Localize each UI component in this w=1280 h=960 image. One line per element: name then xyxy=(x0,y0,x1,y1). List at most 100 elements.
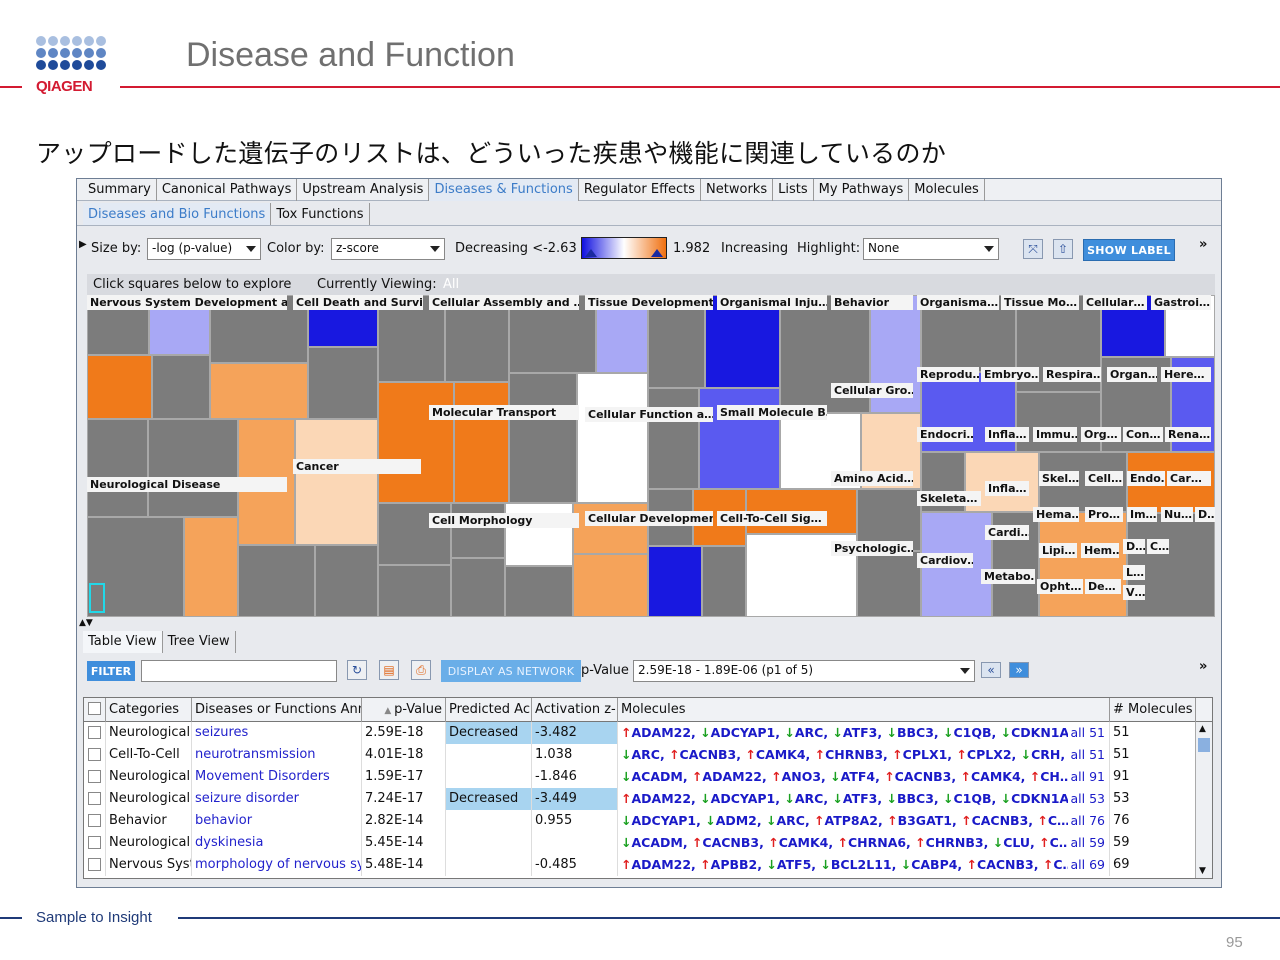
tab-diseases-functions[interactable]: Diseases & Functions xyxy=(429,179,579,201)
treemap-category-label[interactable]: Molecular Transport xyxy=(429,405,579,420)
treemap-category-label[interactable]: Con… xyxy=(1123,427,1163,442)
treemap-category-label[interactable]: Opht… xyxy=(1037,579,1083,594)
all-molecules-link[interactable]: all 53 xyxy=(1067,791,1105,806)
tab-tox-functions[interactable]: Tox Functions xyxy=(271,203,370,225)
cell-function-text[interactable]: morphology of nervous sy xyxy=(195,857,362,872)
treemap-category-label[interactable]: Pro… xyxy=(1085,507,1123,522)
molecule-list[interactable]: ↑ADAM22, ↓ADCYAP1, ↓ARC, ↓ATF3, ↓BBC3, ↓… xyxy=(621,725,1070,740)
treemap-tile[interactable] xyxy=(185,518,237,616)
treemap-tile[interactable] xyxy=(296,420,377,544)
treemap-category-label[interactable]: Neurological Disease xyxy=(87,477,287,492)
table-row[interactable]: Neurological seizures 2.59E-18 Decreased -3.… xyxy=(84,722,1196,744)
next-page-button[interactable]: » xyxy=(1009,662,1029,678)
treemap-category-label[interactable]: Cellular… xyxy=(1083,295,1147,310)
treemap-category-label[interactable]: L… xyxy=(1123,565,1145,580)
treemap-category-label[interactable]: Respira… xyxy=(1043,367,1101,382)
treemap-tile[interactable] xyxy=(88,420,147,516)
treemap-tile[interactable] xyxy=(703,547,745,616)
treemap-category-label[interactable]: Organismal Inju… xyxy=(717,295,827,310)
tab-tree-view[interactable]: Tree View xyxy=(163,631,236,653)
treemap-category-label[interactable]: Endocri… xyxy=(917,427,973,442)
treemap-category-label[interactable]: Org… xyxy=(1081,427,1121,442)
treemap-category-label[interactable]: Cardiov… xyxy=(917,553,973,568)
row-checkbox[interactable] xyxy=(88,858,101,871)
filter-input[interactable] xyxy=(141,660,337,682)
cell-function[interactable]: Movement Disorders xyxy=(192,766,362,788)
treemap-category-label[interactable]: Hema… xyxy=(1033,507,1079,522)
molecule-list[interactable]: ↓ACADM, ↑CACNB3, ↑CAMK4, ↑CHRNA6, ↑CHRNB… xyxy=(621,835,1072,850)
table-scrollbar[interactable]: ▲ ▼ xyxy=(1195,722,1212,878)
treemap-category-label[interactable]: Cell… xyxy=(1085,471,1123,486)
treemap-category-label[interactable]: Small Molecule B… xyxy=(717,405,827,420)
select-all-checkbox[interactable] xyxy=(88,702,101,715)
more-icon[interactable]: » xyxy=(1199,659,1208,674)
tab-regulator-effects[interactable]: Regulator Effects xyxy=(579,179,702,201)
cell-function[interactable]: morphology of nervous sy xyxy=(192,854,362,876)
fit-view-icon[interactable]: ⤧ xyxy=(1023,239,1043,259)
treemap-category-label[interactable]: Infla… xyxy=(985,427,1029,442)
header-function[interactable]: Diseases or Functions Ann xyxy=(192,698,362,722)
treemap-tile[interactable] xyxy=(379,566,450,616)
treemap-category-label[interactable]: Rena… xyxy=(1165,427,1211,442)
row-checkbox[interactable] xyxy=(88,726,101,739)
molecule-list[interactable]: ↓ARC, ↑CACNB3, ↑CAMK4, ↑CHRNB3, ↑CPLX1, … xyxy=(621,747,1092,762)
row-checkbox[interactable] xyxy=(88,836,101,849)
treemap-tile[interactable] xyxy=(700,389,779,488)
treemap-tile[interactable] xyxy=(455,383,508,502)
cell-function-text[interactable]: neurotransmission xyxy=(195,747,316,762)
treemap-tile[interactable] xyxy=(858,552,920,616)
disease-function-treemap[interactable]: Nervous System Development a… Cell Death … xyxy=(87,295,1215,617)
cell-function-text[interactable]: seizure disorder xyxy=(195,791,299,806)
treemap-tile[interactable] xyxy=(1040,513,1126,616)
treemap-tile[interactable] xyxy=(239,546,314,616)
header-zscore[interactable]: Activation z- xyxy=(532,698,618,722)
cell-function-text[interactable]: Movement Disorders xyxy=(195,769,330,784)
tab-networks[interactable]: Networks xyxy=(701,179,774,201)
treemap-tile[interactable] xyxy=(316,546,377,616)
treemap-tile[interactable] xyxy=(510,374,576,502)
treemap-category-label[interactable]: Here… xyxy=(1161,367,1211,382)
treemap-tile[interactable] xyxy=(446,296,508,381)
treemap-category-label[interactable]: Nervous System Development a… xyxy=(87,295,287,310)
tab-canonical-pathways[interactable]: Canonical Pathways xyxy=(157,179,298,201)
treemap-category-label[interactable]: Behavior xyxy=(831,295,913,310)
filter-button[interactable]: FILTER xyxy=(87,661,135,681)
table-row[interactable]: Neurological seizure disorder 7.24E-17 Decr… xyxy=(84,788,1196,810)
row-checkbox[interactable] xyxy=(88,748,101,761)
treemap-tile[interactable] xyxy=(379,296,444,381)
cell-function[interactable]: dyskinesia xyxy=(192,832,362,854)
treemap-tile[interactable] xyxy=(649,547,701,616)
treemap-category-label[interactable]: D… xyxy=(1123,539,1145,554)
treemap-category-label[interactable]: Infla… xyxy=(985,481,1029,496)
highlight-select[interactable]: None xyxy=(863,238,999,260)
table-row[interactable]: Behavior behavior 2.82E-14 0.955 ↓ADCYAP1, ↓… xyxy=(84,810,1196,832)
scroll-thumb[interactable] xyxy=(1198,738,1210,752)
treemap-category-label[interactable]: Lipi… xyxy=(1039,543,1077,558)
treemap-category-label[interactable]: Cellular Assembly and … xyxy=(429,295,579,310)
show-label-button[interactable]: SHOW LABEL xyxy=(1083,239,1175,261)
print-icon[interactable]: ⎙ xyxy=(411,660,431,680)
treemap-category-label[interactable]: Cell Death and Survi… xyxy=(293,295,423,310)
treemap-category-label[interactable]: Cell-To-Cell Sig… xyxy=(717,511,827,526)
collapse-arrow-icon[interactable]: ▶ xyxy=(79,239,87,250)
cell-function[interactable]: behavior xyxy=(192,810,362,832)
header-molecules[interactable]: Molecules xyxy=(618,698,1110,722)
treemap-tile[interactable] xyxy=(452,559,504,616)
treemap-category-label[interactable]: Gastroi… xyxy=(1151,295,1211,310)
treemap-tile[interactable] xyxy=(706,296,779,387)
treemap-category-label[interactable]: Psychologic… xyxy=(831,541,913,556)
treemap-category-label[interactable]: Embryo… xyxy=(981,367,1039,382)
slider-handle-left[interactable] xyxy=(585,249,597,257)
table-row[interactable]: Neurological dyskinesia 5.45E-14 ↓ACADM, ↑C… xyxy=(84,832,1196,854)
all-molecules-link[interactable]: all 59 xyxy=(1067,835,1105,850)
table-row[interactable]: Neurological Movement Disorders 1.59E-17 -1… xyxy=(84,766,1196,788)
all-molecules-link[interactable]: all 51 xyxy=(1067,725,1105,740)
treemap-category-label[interactable]: Organ… xyxy=(1107,367,1157,382)
treemap-category-label[interactable]: Cellular Function a… xyxy=(585,407,713,422)
display-as-network-button[interactable]: DISPLAY AS NETWORK xyxy=(441,660,581,682)
all-molecules-link[interactable]: all 76 xyxy=(1067,813,1105,828)
treemap-category-label[interactable]: Cell Morphology xyxy=(429,513,579,528)
treemap-category-label[interactable]: Endo… xyxy=(1127,471,1165,486)
treemap-category-label[interactable]: Metabo… xyxy=(981,569,1035,584)
cell-function[interactable]: seizure disorder xyxy=(192,788,362,810)
